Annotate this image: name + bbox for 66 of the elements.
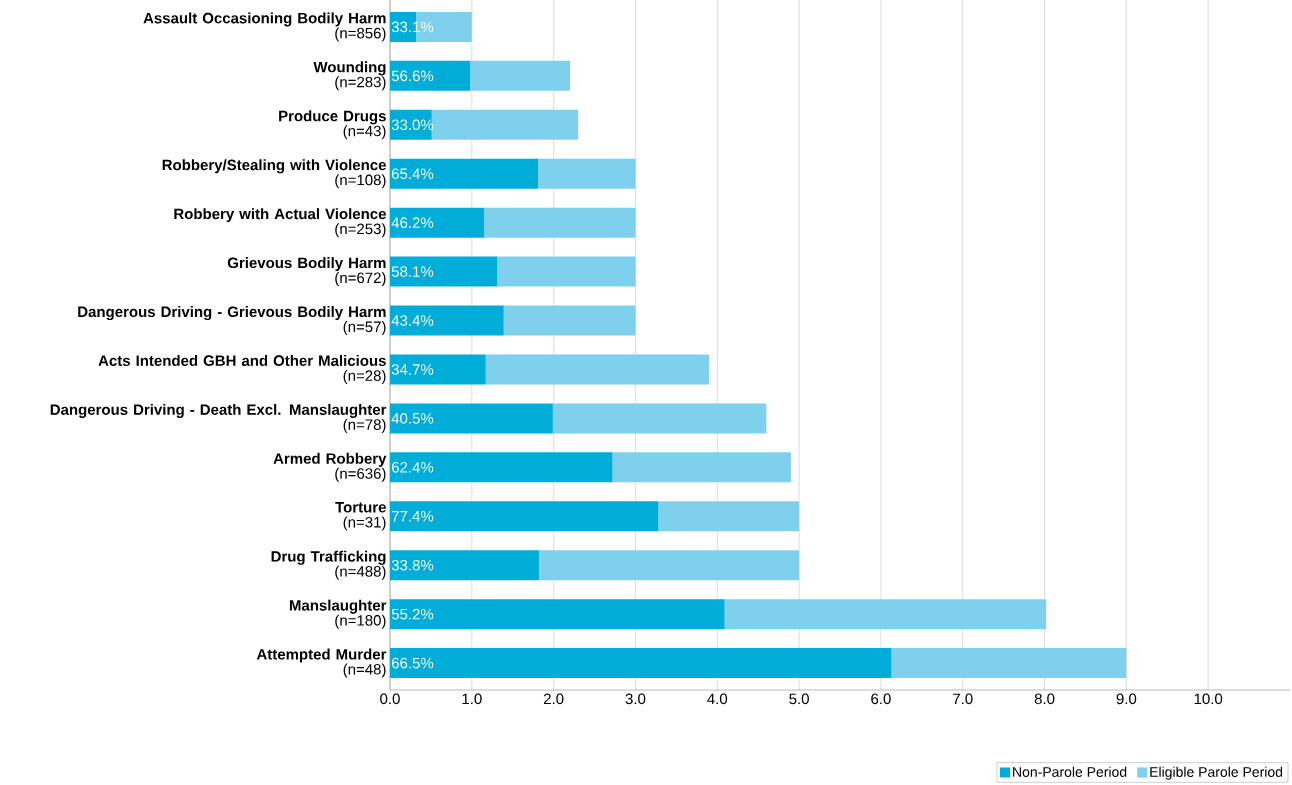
legend-label: Non-Parole Period bbox=[1013, 766, 1127, 777]
y-tick-label: Drug Trafficking (n=488) bbox=[271, 550, 386, 580]
y-tick-label: Attempted Murder (n=48) bbox=[256, 648, 387, 678]
x-tick-label: 1.0 bbox=[462, 693, 482, 705]
annotation: 77.4% bbox=[391, 511, 434, 522]
annotation: 34.7% bbox=[391, 364, 434, 375]
x-tick-label: 8.0 bbox=[1034, 693, 1055, 705]
annotation: 62.4% bbox=[391, 462, 434, 473]
bar bbox=[503, 305, 636, 336]
bar bbox=[485, 354, 710, 385]
bar bbox=[470, 60, 570, 91]
x-tick-label: 5.0 bbox=[789, 693, 809, 705]
bar bbox=[538, 550, 800, 581]
bar bbox=[497, 256, 636, 287]
bar bbox=[390, 354, 486, 385]
annotation: 56.6% bbox=[391, 70, 434, 82]
y-tick-label: Grievous Bodily Harm (n=672) bbox=[227, 257, 386, 287]
y-tick-label: Dangerous Driving - Death Excl. Manslaughter (n=78) bbox=[50, 403, 387, 433]
bar bbox=[390, 207, 485, 238]
annotation: 65.4% bbox=[391, 168, 434, 180]
annotation: 46.2% bbox=[391, 217, 434, 228]
bar bbox=[390, 501, 659, 532]
annotation: 33.8% bbox=[391, 559, 434, 571]
bar bbox=[390, 452, 613, 483]
bar bbox=[390, 158, 539, 189]
x-tick-label: 4.0 bbox=[707, 693, 728, 705]
bar bbox=[658, 501, 800, 532]
bar bbox=[891, 648, 1127, 679]
annotation: 55.2% bbox=[391, 608, 434, 620]
legend-label: Eligible Parole Period bbox=[1150, 766, 1283, 780]
annotation: 40.5% bbox=[391, 413, 434, 424]
annotation: 33.1% bbox=[391, 21, 434, 33]
annotation: 58.1% bbox=[391, 266, 434, 277]
bar bbox=[390, 256, 498, 287]
y-tick-label: Manslaughter (n=180) bbox=[289, 599, 387, 629]
x-tick-label: 7.0 bbox=[953, 693, 973, 705]
x-tick-label: 10.0 bbox=[1194, 693, 1223, 705]
y-tick-label: Armed Robbery (n=636) bbox=[273, 452, 387, 482]
annotation: 43.4% bbox=[391, 315, 434, 326]
bar bbox=[390, 305, 504, 336]
y-tick-label: Robbery with Actual Violence (n=253) bbox=[174, 208, 386, 238]
bar bbox=[390, 550, 539, 581]
x-tick-label: 2.0 bbox=[543, 693, 564, 705]
bar bbox=[390, 109, 432, 140]
bar bbox=[390, 403, 553, 434]
bar bbox=[390, 599, 725, 630]
x-tick-label: 3.0 bbox=[625, 693, 646, 705]
y-tick-label: Acts Intended GBH and Other Malicious (n=28) bbox=[98, 354, 386, 384]
bar bbox=[538, 158, 636, 189]
bar bbox=[724, 599, 1047, 630]
x-tick-label: 6.0 bbox=[871, 693, 891, 705]
y-tick-label: Assault Occasioning Bodily Harm (n=856) bbox=[143, 12, 386, 42]
bar bbox=[484, 207, 636, 238]
y-tick-label: Dangerous Driving - Grievous Bodily Harm (n=57) bbox=[78, 306, 386, 336]
annotation: 33.0% bbox=[391, 119, 434, 131]
x-tick-label: 9.0 bbox=[1116, 693, 1137, 705]
y-tick-label: Produce Drugs (n=43) bbox=[279, 110, 386, 140]
bar bbox=[552, 403, 767, 434]
annotation: 66.5% bbox=[391, 657, 434, 669]
bar bbox=[612, 452, 791, 483]
y-tick-label: Wounding (n=283) bbox=[313, 61, 386, 91]
y-tick-label: Torture (n=31) bbox=[335, 502, 386, 531]
bar bbox=[390, 60, 471, 91]
y-tick-label: Robbery/Stealing with Violence (n=108) bbox=[162, 159, 386, 189]
bar bbox=[390, 648, 892, 679]
x-tick-label: 0.0 bbox=[380, 693, 400, 705]
